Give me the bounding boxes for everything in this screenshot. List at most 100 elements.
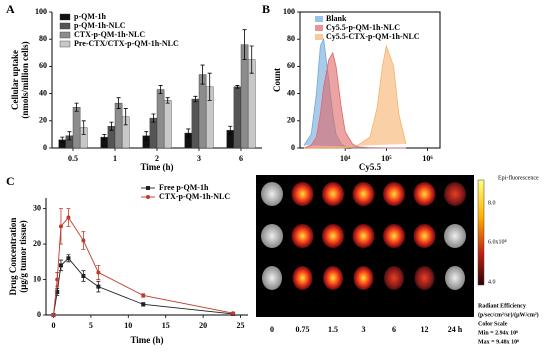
colorbar-label: 6.0x10⁸ [488,239,507,245]
organ-image [291,182,314,206]
error-bar [235,85,240,89]
organ-image [414,266,435,290]
error-bar [123,108,128,126]
error-bar [207,72,212,101]
histogram-area [303,51,407,149]
legend-label: Cy5.5-p-QM-1h-NLC [326,23,400,32]
scale-text: Radiant Efficiency [478,303,526,309]
organ-image [383,224,405,248]
y-tick-label: 20 [39,116,47,125]
y-tick-label: 60 [39,61,47,70]
y-tick-label: 40 [39,88,47,97]
scale-text: Min = 2.94x 10⁸ [478,330,518,336]
y-tick-label: 20 [33,239,41,248]
marker [81,274,86,278]
y-axis-label: (nmols/million cells) [20,41,30,118]
error-bar [66,208,71,227]
bar [72,106,81,149]
x-tick-label: 25 [237,321,245,330]
organ-image [322,224,344,248]
colorbar-label: 8.0 [488,200,496,206]
y-axis-label: Count [272,68,282,92]
scale-text: (p/sec/cm²/sr)/(μW/cm²) [478,311,539,318]
x-axis-label: Time (h) [130,335,163,345]
error-bar [242,29,247,60]
legend-swatch [59,13,71,21]
bar [233,86,242,149]
legend-label: p-QM-1h-NLC [74,21,126,30]
marker [66,215,71,220]
organ-image [413,224,436,248]
y-tick-label: 100 [35,7,47,16]
colorbar-title: Epi-fluorescence [498,174,539,181]
time-label: 0 [270,325,274,334]
x-tick-label: 0.5 [68,154,78,163]
legend-label: p-QM-1h [74,12,107,21]
error-bar [249,45,254,74]
time-label: 0.75 [296,325,310,334]
histogram-area [303,44,407,149]
error-bar [228,125,233,135]
organ-image [413,182,436,206]
organ-image [352,182,375,206]
imaging-panel: Epi-fluorescence 8.0 6.0x10⁸ 4.0 Radiant… [256,174,539,345]
organ-image [261,224,283,248]
error-bar [74,102,79,112]
error-bar [200,64,205,85]
organ-image [353,266,374,290]
line [53,216,234,316]
time-label: 1.5 [328,325,338,334]
y-tick-label: 0 [291,143,295,152]
error-bar [58,259,63,272]
error-bar [60,136,65,143]
organ-image [352,224,375,248]
error-bar [81,231,86,250]
marker [141,293,146,298]
bar [149,117,158,149]
error-bar [96,264,101,280]
organ-image [322,182,344,206]
scale-text: Max = 9.48x 10⁸ [478,339,519,345]
legend-label: Blank [326,14,347,23]
x-tick-label: 10⁶ [422,154,433,163]
x-axis-label: Cy5.5 [359,162,382,172]
y-tick-label: 40 [287,88,295,97]
error-bar [67,131,72,141]
panel-label: A [6,2,15,16]
error-bar [186,128,191,138]
x-axis-label: Time (h) [140,162,173,172]
y-tick-label: 20 [287,116,295,125]
marker [81,238,86,243]
x-tick-label: 1 [113,154,117,163]
x-tick-label: 0 [51,321,55,330]
organ-image [292,266,313,290]
error-bar [58,208,63,245]
marker [231,311,236,316]
y-tick-label: 80 [287,34,295,43]
x-tick-label: 15 [162,321,170,330]
error-bar [102,134,107,141]
organ-image [291,224,314,248]
marker [58,263,63,268]
legend-marker [146,195,150,199]
y-axis-label: Drug Concentration [8,218,18,296]
y-tick-label: 100 [283,7,295,16]
error-bar [81,270,86,282]
y-axis-label: (μg/g tumor tissue) [18,220,28,292]
legend-swatch [59,40,71,48]
time-label: 24 h [448,325,463,334]
x-tick-label: 3 [197,154,201,163]
organ-image [444,224,466,248]
y-tick-label: 0 [43,143,47,152]
legend-swatch [315,34,323,40]
bar [156,89,165,149]
legend-label: Pre-CTX/CTX-p-QM-1h-NLC [74,39,179,48]
error-bar [144,131,149,141]
y-axis-label: Cellular uptake [10,50,20,110]
error-bar [81,120,86,135]
organ-image [445,266,465,290]
bar [240,44,249,149]
colorbar-label: 4.0 [488,279,496,285]
organ-image [323,266,343,290]
x-tick-label: 10⁵ [381,154,392,163]
